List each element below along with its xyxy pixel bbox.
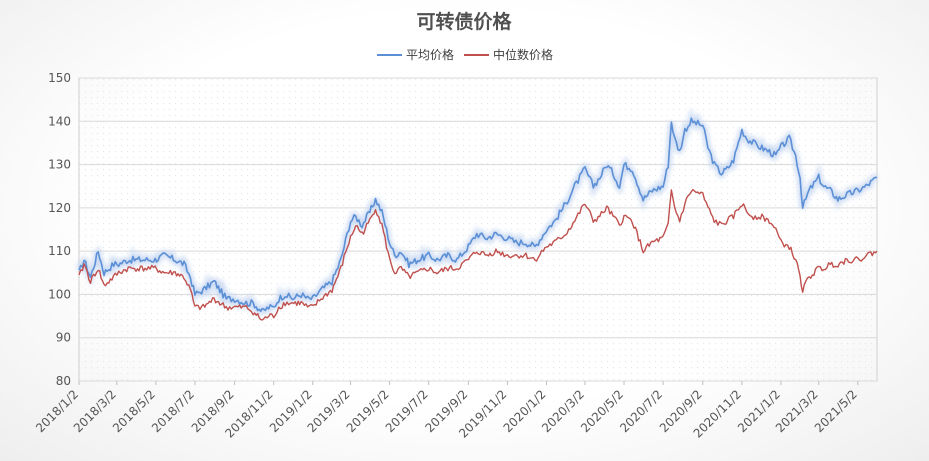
- y-tick-label: 140: [48, 114, 71, 128]
- chart-title: 可转债价格: [416, 10, 512, 33]
- y-axis: 80 90 100 110 120 130 140 150: [48, 71, 71, 388]
- x-tick-label: 2019/7/2: [383, 387, 431, 435]
- x-axis: 2018/1/22018/3/22018/5/22018/7/22018/9/2…: [33, 381, 860, 441]
- legend-item-average[interactable]: 平均价格: [377, 47, 454, 62]
- y-tick-label: 150: [48, 71, 71, 85]
- y-tick-label: 80: [56, 374, 71, 388]
- grid: [79, 77, 877, 382]
- legend-label-median: 中位数价格: [493, 47, 553, 62]
- y-tick-label: 90: [56, 331, 71, 345]
- y-tick-label: 130: [48, 158, 71, 172]
- x-tick-label: 2018/7/2: [149, 387, 197, 435]
- x-tick-label: 2020/7/2: [617, 387, 665, 435]
- legend-item-median[interactable]: 中位数价格: [464, 47, 553, 62]
- series-line-median[interactable]: [78, 188, 878, 321]
- legend: 平均价格 中位数价格: [377, 47, 553, 62]
- series-layer: [76, 107, 878, 321]
- y-tick-label: 120: [48, 201, 71, 215]
- y-tick-label: 100: [48, 287, 71, 301]
- y-tick-label: 110: [48, 244, 71, 258]
- legend-label-average: 平均价格: [406, 47, 454, 62]
- series-line-average[interactable]: [78, 117, 878, 313]
- x-tick-label: 2021/5/2: [812, 387, 860, 435]
